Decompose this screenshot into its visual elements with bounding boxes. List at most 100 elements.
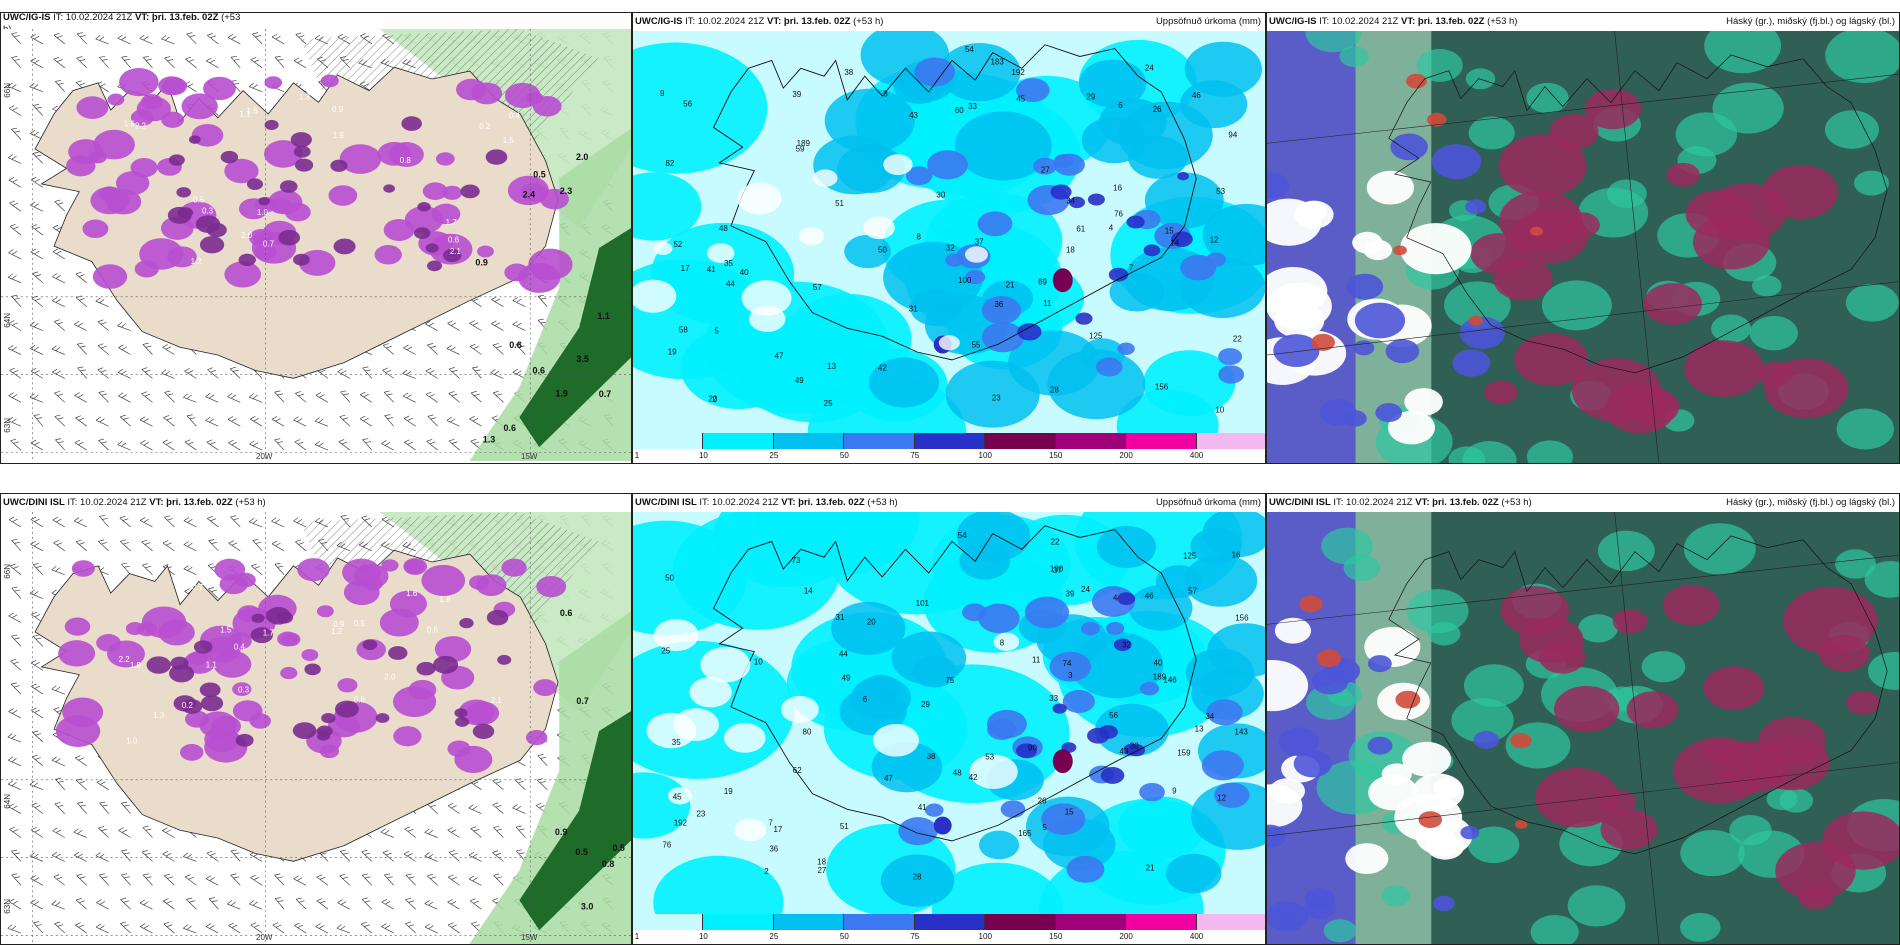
high-cloud — [1643, 283, 1702, 325]
mid-cloud — [1339, 46, 1369, 67]
wind-barb — [119, 515, 131, 528]
snow-depth-blob-dark — [258, 197, 270, 206]
snow-depth-blob — [306, 728, 342, 754]
wind-barb — [515, 342, 526, 355]
snow-depth-blob — [213, 650, 252, 678]
wind-barb — [54, 921, 66, 934]
wind-barb — [293, 416, 307, 427]
high-cloud — [1500, 586, 1570, 636]
precip-value-label: 29 — [1086, 92, 1095, 101]
low-cloud — [1273, 334, 1320, 368]
snow-depth-blob-dark — [278, 229, 301, 246]
wind-barb — [99, 515, 109, 528]
mid-cloud — [1468, 116, 1515, 150]
precip-value-label: 26 — [1153, 105, 1162, 114]
precip-area-75 — [1100, 767, 1125, 784]
precip-value-label: 74 — [1063, 659, 1072, 668]
precip-area-low — [734, 818, 767, 842]
wind-barb — [30, 439, 44, 451]
wind-barb — [29, 589, 43, 599]
wind-barb — [227, 34, 241, 45]
sea-value-label: 0.9 — [555, 827, 567, 837]
wind-barb — [7, 780, 22, 791]
precip-value-label: 192 — [674, 818, 688, 827]
precip-area-50 — [905, 166, 933, 186]
snow-depth-blob — [158, 619, 195, 646]
wind-barb — [95, 297, 109, 308]
snow-value-label: 1.8 — [247, 107, 259, 116]
high-cloud — [1846, 690, 1880, 715]
precip-area-low — [653, 619, 699, 652]
snow-depth-blob — [316, 605, 334, 618]
iceland-coastline — [1388, 535, 1888, 855]
snow-depth-blob-dark — [250, 627, 273, 644]
precip-value-label: 5 — [714, 326, 719, 335]
wind-barb — [183, 541, 197, 552]
precip-area-25 — [1094, 703, 1169, 757]
clear-area — [1381, 763, 1412, 785]
mixed-cloud — [1311, 333, 1335, 351]
wind-barb — [11, 634, 22, 647]
wind-barb — [162, 344, 175, 355]
wind-barb — [383, 390, 395, 403]
precip-area-50 — [981, 322, 1025, 353]
precip-value-label: 82 — [665, 159, 674, 168]
wind-barb — [427, 873, 438, 886]
wind-barb — [29, 82, 43, 93]
sea-value-label: 3.5 — [576, 354, 588, 364]
wind-barb — [7, 756, 22, 767]
precip-area-25 — [954, 111, 1052, 181]
wind-barb — [52, 248, 65, 260]
snow-depth-blob — [158, 76, 185, 96]
wind-barb — [404, 826, 416, 838]
precip-value-label: 21 — [1146, 864, 1155, 873]
wind-barb — [402, 392, 416, 403]
precip-value-label: 56 — [683, 99, 692, 108]
wind-barb — [274, 438, 285, 451]
precip-area-25 — [945, 360, 1040, 428]
iceland-coastline — [712, 525, 1197, 842]
mid-cloud — [1845, 283, 1899, 322]
mixed-cloud — [1406, 73, 1427, 89]
mid-cloud — [1641, 651, 1686, 683]
precip-value-label: 37 — [975, 237, 984, 246]
wind-barb — [8, 612, 22, 623]
precip-value-label: 33 — [968, 102, 977, 111]
mixed-cloud — [1418, 811, 1443, 828]
wind-barb — [274, 390, 285, 403]
snow-depth-blob — [525, 729, 548, 746]
precip-value-label: 189 — [797, 139, 811, 148]
snow-depth-blob — [228, 632, 252, 650]
snow-depth-blob — [435, 152, 455, 166]
mid-cloud — [1749, 315, 1798, 351]
colorbar-swatch — [1126, 433, 1197, 449]
wind-barb — [205, 393, 219, 403]
high-cloud — [1498, 134, 1587, 198]
precip-area-low — [813, 169, 838, 187]
precip-area-50 — [1117, 342, 1135, 355]
wind-barb — [359, 415, 373, 427]
precip-area-50 — [1062, 690, 1095, 713]
wind-barb — [96, 899, 109, 910]
snow-depth-blob — [89, 150, 107, 164]
wind-barb — [338, 439, 351, 451]
clear-area — [1274, 302, 1325, 339]
wind-barb — [7, 733, 22, 743]
snow-depth-blob — [297, 558, 330, 582]
wind-barb — [142, 873, 153, 886]
precip-area-25 — [1047, 349, 1146, 420]
precip-area-50 — [1140, 681, 1160, 696]
wind-barb — [424, 852, 438, 862]
mid-cloud — [1834, 549, 1877, 579]
precip-value-label: 100 — [958, 276, 972, 285]
precip-map: 13 11 10 6 8 9 5 7 3 2 4 12 14 15 16 17 18 19 20 21 22 23 24 25… — [633, 512, 1265, 914]
precip-area-50 — [977, 211, 1013, 237]
snow-depth-blob — [374, 245, 402, 265]
low-cloud — [1343, 410, 1367, 427]
precip-value-label: 43 — [909, 111, 918, 120]
snow-depth-blob — [130, 158, 158, 178]
wind-barb — [52, 297, 65, 308]
wind-barb — [51, 685, 65, 695]
sea-value-label: 0.9 — [475, 258, 487, 268]
precip-value-label: 165 — [1018, 829, 1032, 838]
